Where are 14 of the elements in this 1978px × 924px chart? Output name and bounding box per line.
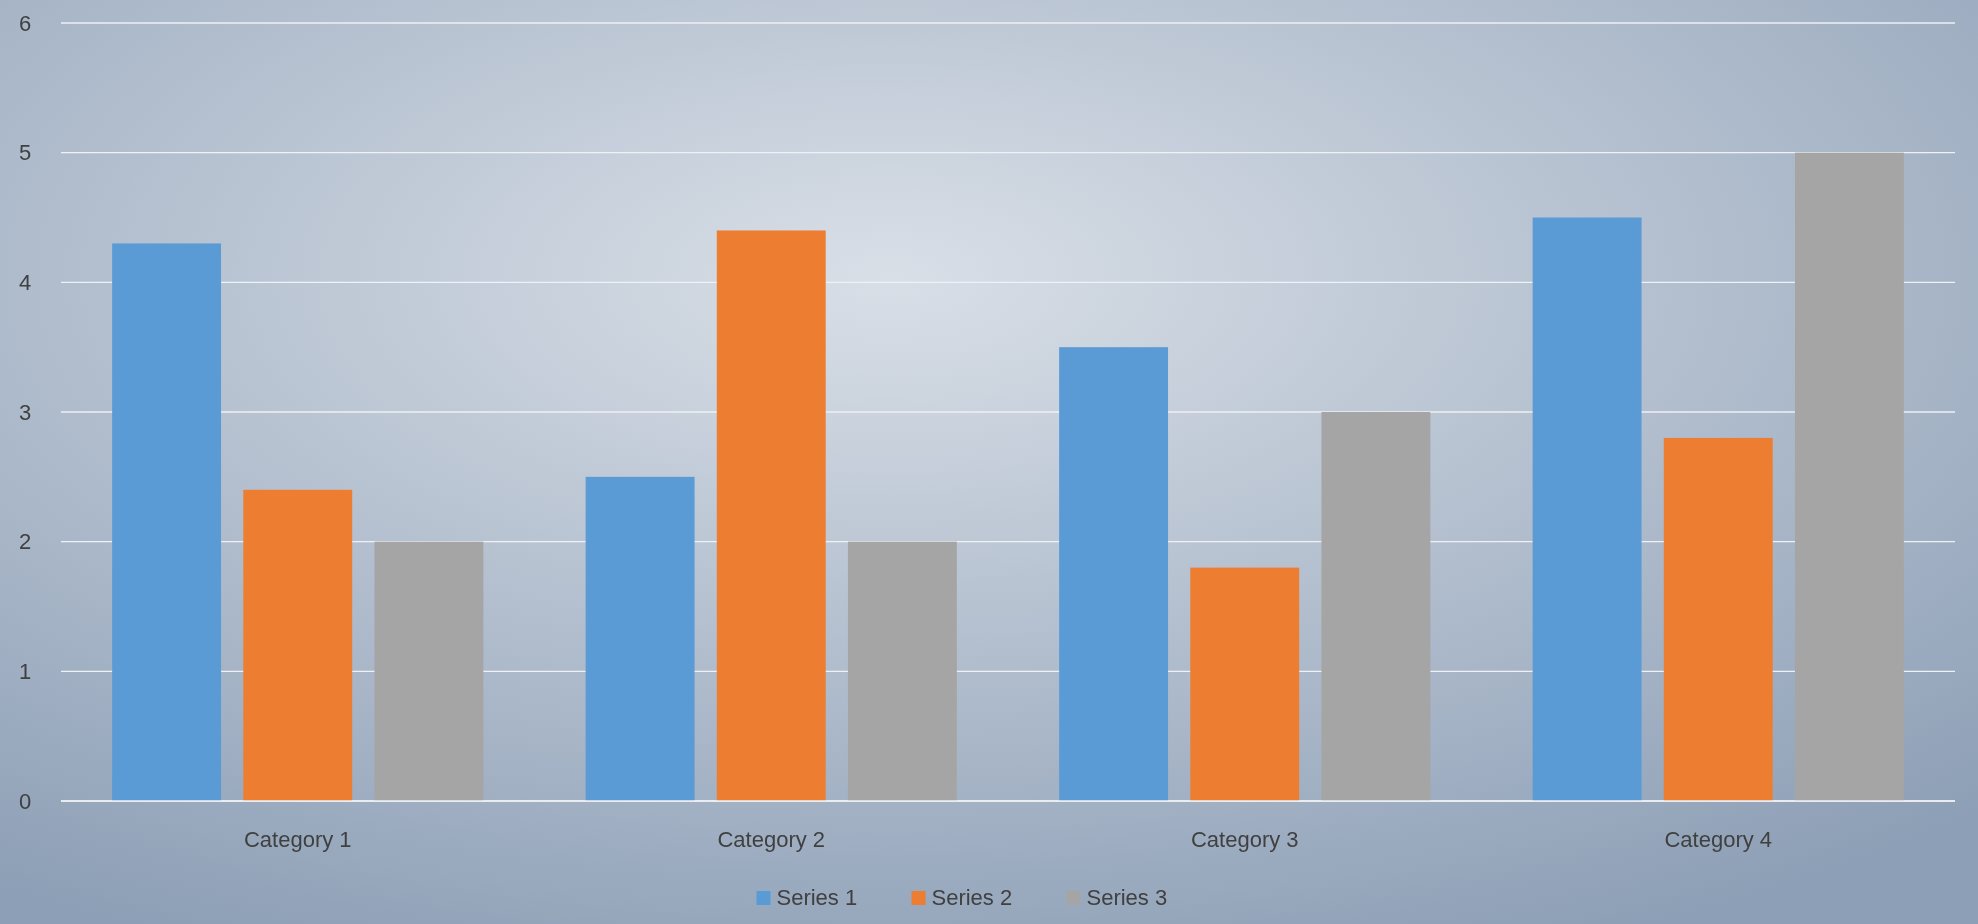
legend-label: Series 3	[1086, 885, 1168, 910]
y-tick-label: 5	[18, 140, 32, 166]
legend-label: Series 1	[776, 885, 858, 910]
x-tick-label: Category 1	[243, 827, 352, 852]
y-tick-label: 1	[18, 659, 32, 685]
x-tick-label: Category 3	[1190, 827, 1299, 852]
legend-label: Series 2	[931, 885, 1013, 910]
y-tick-label: 0	[18, 788, 32, 814]
x-tick-label: Category 4	[1664, 827, 1773, 852]
x-tick-label: Category 2	[717, 827, 826, 852]
y-tick-label: 6	[18, 10, 32, 36]
y-tick-label: 2	[18, 529, 32, 555]
y-tick-label: 4	[18, 270, 32, 296]
y-tick-label: 3	[18, 399, 32, 425]
